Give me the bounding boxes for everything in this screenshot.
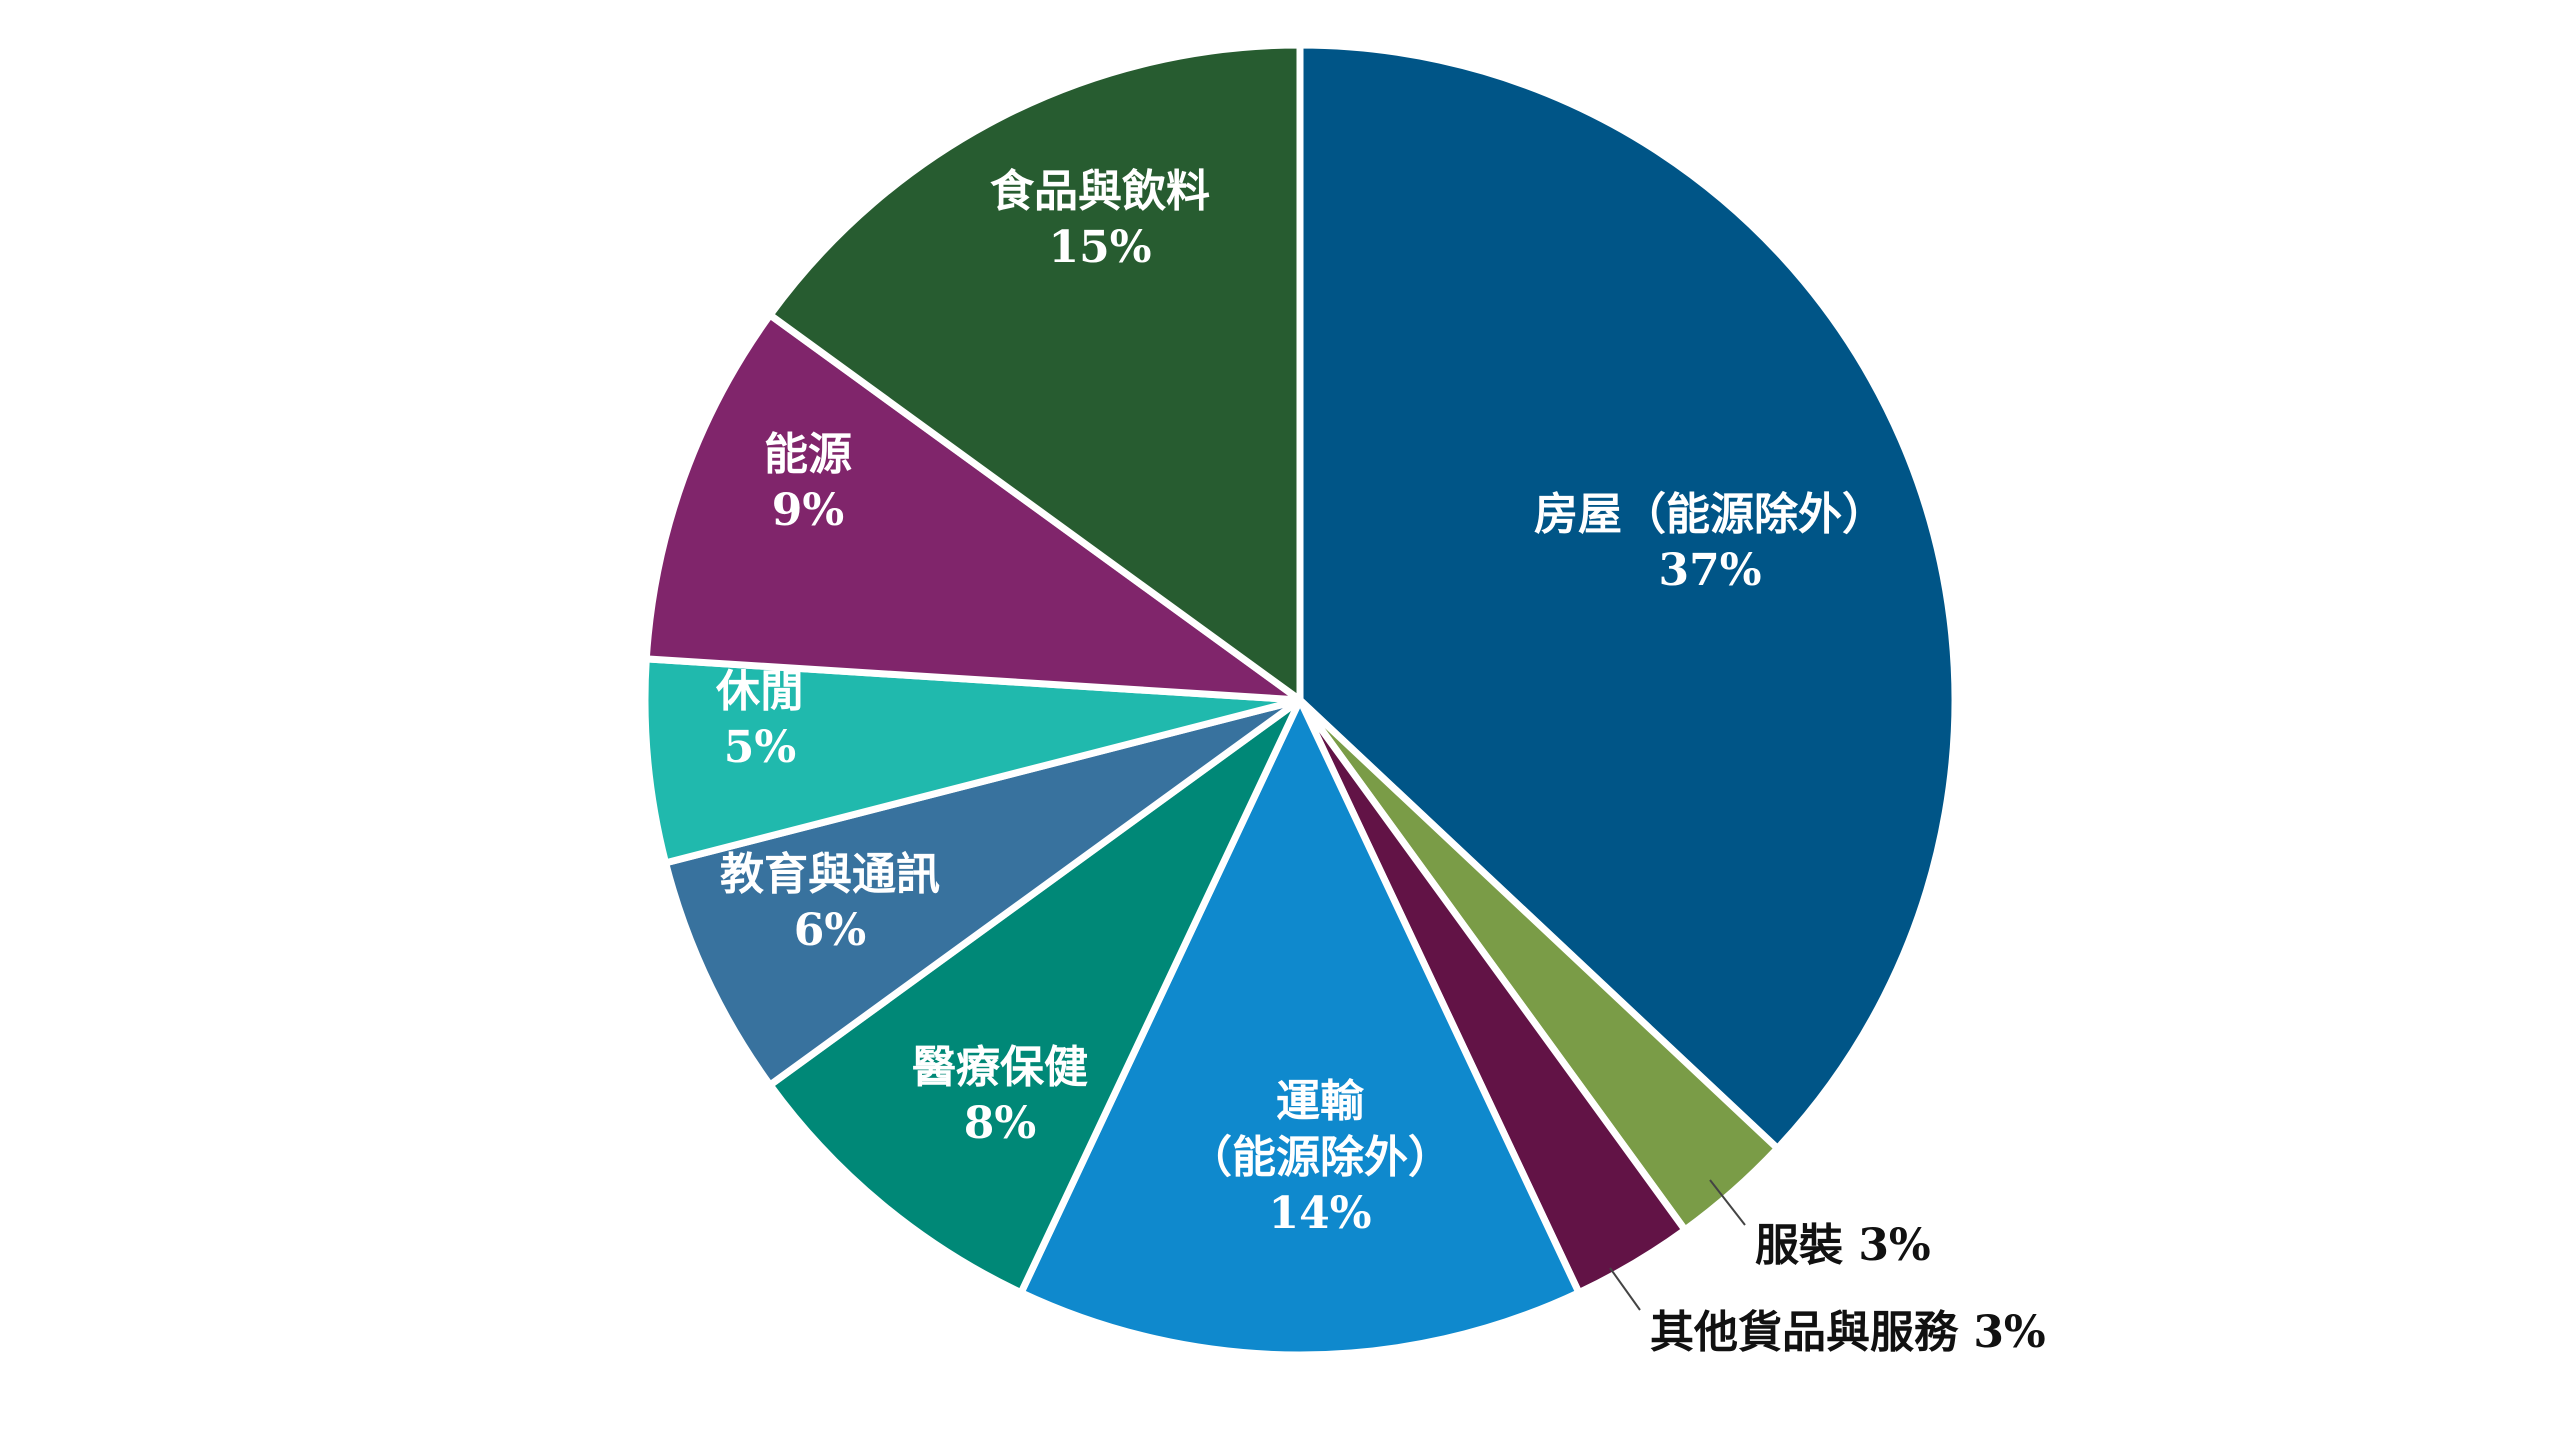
slice-label: 教育與通訊 6% bbox=[720, 849, 940, 956]
slice-label: 休閒 5% bbox=[715, 666, 804, 773]
pie-slice bbox=[766, 696, 1304, 1297]
slice-label-line: 服裝 3% bbox=[1755, 1220, 1931, 1271]
slice-label-line: 8% bbox=[964, 1098, 1036, 1149]
slice-label: 服裝 3% bbox=[1755, 1220, 1931, 1271]
leader-line bbox=[1609, 1267, 1641, 1311]
slices-layer bbox=[641, 41, 1959, 1359]
slice-label-line: （能源除外） bbox=[1188, 1132, 1452, 1183]
slice-label: 食品與飲料 15% bbox=[990, 166, 1210, 273]
slice-label-line: 休閒 bbox=[715, 666, 804, 717]
slice-label-line: 醫療保健 bbox=[912, 1042, 1088, 1093]
pie-slice bbox=[766, 41, 1304, 704]
slice-label-line: 食品與飲料 bbox=[990, 166, 1210, 217]
pie-slice bbox=[1017, 696, 1583, 1359]
slice-label-line: 房屋（能源除外） bbox=[1534, 489, 1886, 540]
slice-label: 其他貨品與服務 3% bbox=[1650, 1307, 2046, 1358]
slice-label-line: 運輸 bbox=[1276, 1076, 1365, 1127]
slice-label-line: 5% bbox=[724, 722, 796, 773]
pie-slice bbox=[642, 311, 1304, 704]
slice-label: 能源 9% bbox=[764, 429, 852, 536]
slice-label: 運輸（能源除外） 14% bbox=[1188, 1076, 1452, 1239]
leader-lines-layer bbox=[1609, 1179, 1746, 1311]
slice-label-line: 9% bbox=[772, 485, 844, 536]
slice-label-line: 15% bbox=[1048, 222, 1151, 273]
slice-label-line: 教育與通訊 bbox=[720, 849, 940, 900]
pie-slice bbox=[1296, 41, 1959, 1152]
pie-slice bbox=[662, 696, 1304, 1089]
slice-label-line: 6% bbox=[794, 905, 866, 956]
slice-label-line: 37% bbox=[1658, 545, 1761, 596]
slice-label-line: 14% bbox=[1268, 1188, 1371, 1239]
slice-label: 房屋（能源除外） 37% bbox=[1534, 489, 1886, 596]
pie-slice bbox=[641, 655, 1304, 867]
slice-label-line: 其他貨品與服務 3% bbox=[1650, 1307, 2046, 1358]
labels-layer: 房屋（能源除外） 37% 服裝 3% 其他貨品與服務 3% 運輸（能源除外） 14% 醫療保… bbox=[715, 166, 2046, 1358]
leader-line bbox=[1709, 1179, 1746, 1226]
slice-label: 醫療保健 8% bbox=[912, 1042, 1088, 1149]
slice-label-line: 能源 bbox=[764, 429, 852, 480]
